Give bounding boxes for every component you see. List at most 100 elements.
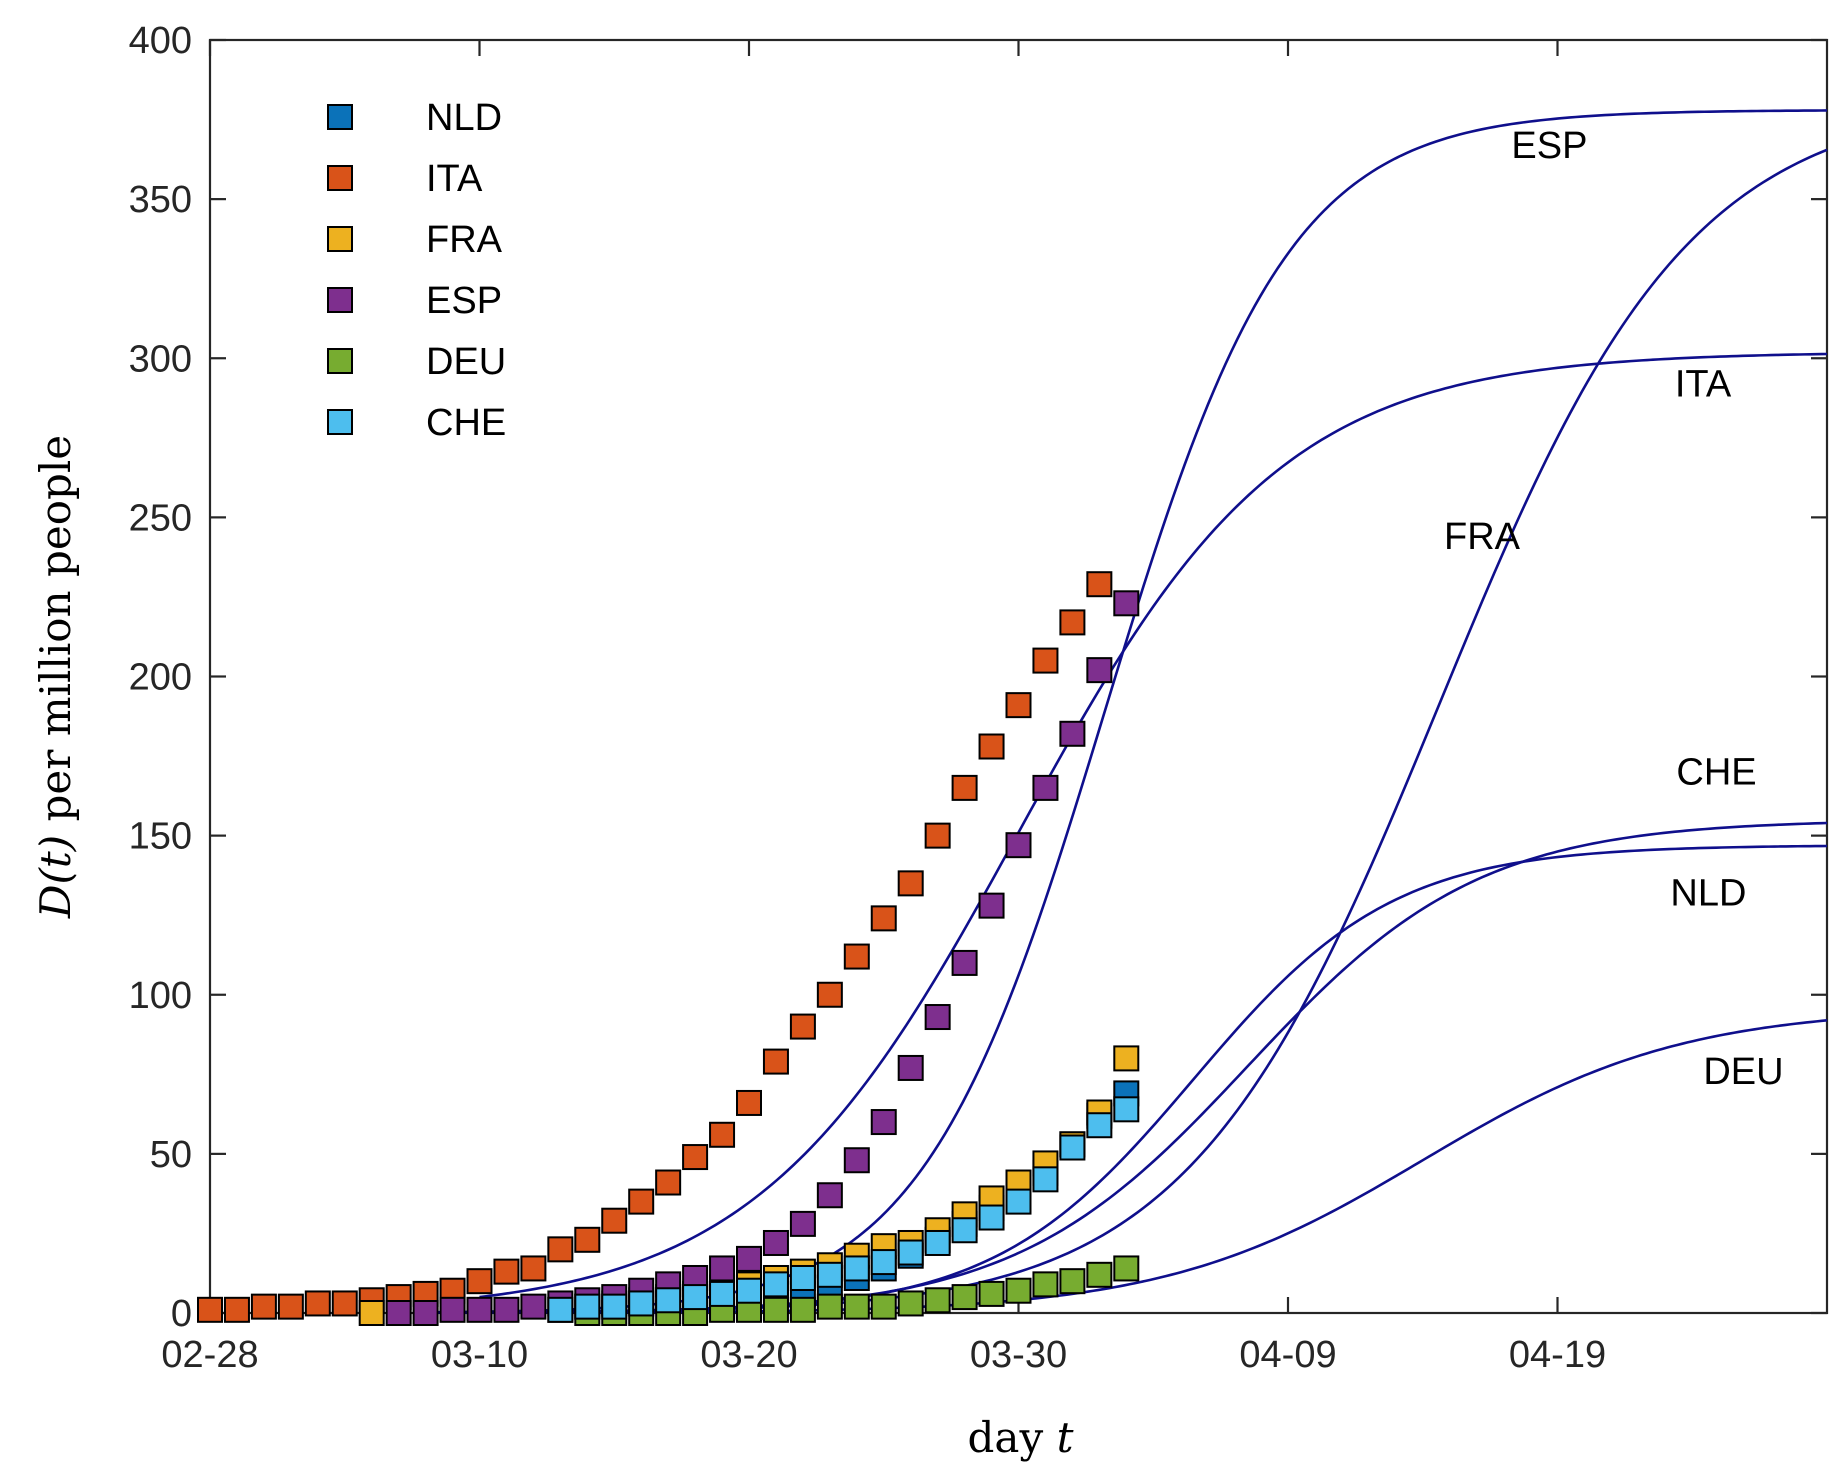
data-point-esp [709, 1255, 736, 1282]
y-tick-label: 50 [150, 1134, 192, 1176]
x-tick-label: 02-28 [161, 1334, 258, 1376]
data-point-che [1032, 1166, 1059, 1193]
fit-curve-ita [479, 352, 1828, 1299]
data-point-ita [816, 981, 843, 1008]
legend-label-che: CHE [426, 402, 506, 444]
data-point-esp [762, 1229, 789, 1256]
data-point-che [762, 1271, 789, 1298]
data-point-esp [897, 1054, 924, 1081]
curve-label-che: CHE [1676, 752, 1756, 794]
data-point-ita [709, 1121, 736, 1148]
data-point-esp [816, 1182, 843, 1209]
legend-label-deu: DEU [426, 341, 506, 383]
x-tick-label: 03-30 [970, 1334, 1067, 1376]
data-point-che [628, 1290, 655, 1317]
data-point-che [816, 1261, 843, 1288]
data-point-ita [223, 1296, 250, 1323]
legend-label-ita: ITA [426, 158, 483, 200]
data-point-che [547, 1296, 574, 1323]
legend-marker-esp [327, 287, 353, 313]
y-axis-title: D(t) per million people [31, 435, 80, 919]
data-point-esp [789, 1210, 816, 1237]
data-point-esp [385, 1300, 412, 1326]
axis-titles: day t D(t) per million people [31, 435, 1074, 1462]
y-tick-label: 100 [129, 975, 192, 1017]
data-point-ita [870, 905, 897, 932]
data-point-che [655, 1287, 682, 1314]
data-point-esp [924, 1004, 951, 1031]
y-tick-label: 300 [129, 338, 192, 380]
legend-label-fra: FRA [426, 219, 503, 261]
data-point-ita [655, 1169, 682, 1196]
plot-frame [208, 38, 1829, 1315]
data-point-esp [466, 1296, 493, 1323]
data-point-deu [1059, 1268, 1086, 1295]
data-point-ita [520, 1255, 547, 1282]
data-point-ita [466, 1268, 493, 1295]
data-point-esp [951, 949, 978, 976]
data-point-ita [250, 1293, 277, 1320]
y-tick-label: 150 [129, 816, 192, 858]
data-point-esp [978, 892, 1005, 919]
legend-label-esp: ESP [426, 280, 502, 322]
data-point-che [1113, 1096, 1140, 1123]
y-tick-label: 350 [129, 179, 192, 221]
data-point-ita [197, 1296, 223, 1323]
data-point-fra [358, 1300, 385, 1326]
data-point-ita [978, 733, 1005, 760]
data-point-che [951, 1217, 978, 1244]
data-point-deu [762, 1296, 789, 1323]
curve-label-nld: NLD [1670, 873, 1746, 915]
data-point-che [1059, 1134, 1086, 1161]
curve-labels: NLD ITA FRA ESP DEU CHE [1444, 125, 1784, 1093]
data-point-ita [1005, 692, 1032, 719]
data-point-esp [1086, 657, 1113, 684]
data-point-esp [1113, 590, 1140, 617]
y-tick-label: 200 [129, 657, 192, 699]
data-point-ita [628, 1188, 655, 1215]
data-point-deu [1086, 1261, 1113, 1288]
data-point-ita [736, 1089, 762, 1116]
data-point-esp [843, 1147, 870, 1174]
data-point-deu [1005, 1277, 1032, 1304]
y-tick-label: 400 [129, 20, 192, 62]
data-point-che [978, 1204, 1005, 1231]
data-point-esp [736, 1245, 762, 1272]
legend-marker-che [327, 409, 353, 435]
curve-label-esp: ESP [1511, 125, 1587, 167]
data-point-ita [1032, 647, 1059, 674]
data-point-esp [412, 1300, 439, 1326]
curve-label-deu: DEU [1703, 1051, 1783, 1093]
data-point-che [736, 1277, 762, 1304]
legend-label-nld: NLD [426, 97, 502, 139]
data-point-deu [951, 1284, 978, 1311]
x-tick-label: 03-10 [431, 1334, 528, 1376]
y-tick-label: 0 [171, 1293, 192, 1335]
legend-marker-fra [327, 226, 353, 252]
data-point-ita [493, 1258, 520, 1285]
data-point-deu [1113, 1255, 1140, 1282]
data-point-ita [951, 774, 978, 801]
legend-marker-deu [327, 348, 353, 374]
legend-marker-nld [327, 104, 353, 130]
legend: NLD ITA FRA ESP DEU CHE [327, 97, 506, 444]
data-point-deu [789, 1296, 816, 1323]
y-tick-label: 250 [129, 497, 192, 539]
data-point-che [870, 1249, 897, 1276]
data-point-che [1005, 1188, 1032, 1215]
data-point-che [601, 1293, 628, 1320]
data-point-deu [978, 1280, 1005, 1307]
data-point-ita [1086, 571, 1113, 598]
data-point-ita [924, 822, 951, 849]
data-point-che [574, 1293, 601, 1320]
data-point-fra [1113, 1045, 1140, 1072]
data-point-esp [439, 1296, 466, 1323]
data-point-deu [1032, 1271, 1059, 1298]
data-point-che [843, 1255, 870, 1282]
data-point-ita [1059, 609, 1086, 636]
data-point-esp [520, 1293, 547, 1320]
data-point-ita [843, 943, 870, 970]
data-point-ita [762, 1048, 789, 1075]
data-point-esp [493, 1296, 520, 1323]
